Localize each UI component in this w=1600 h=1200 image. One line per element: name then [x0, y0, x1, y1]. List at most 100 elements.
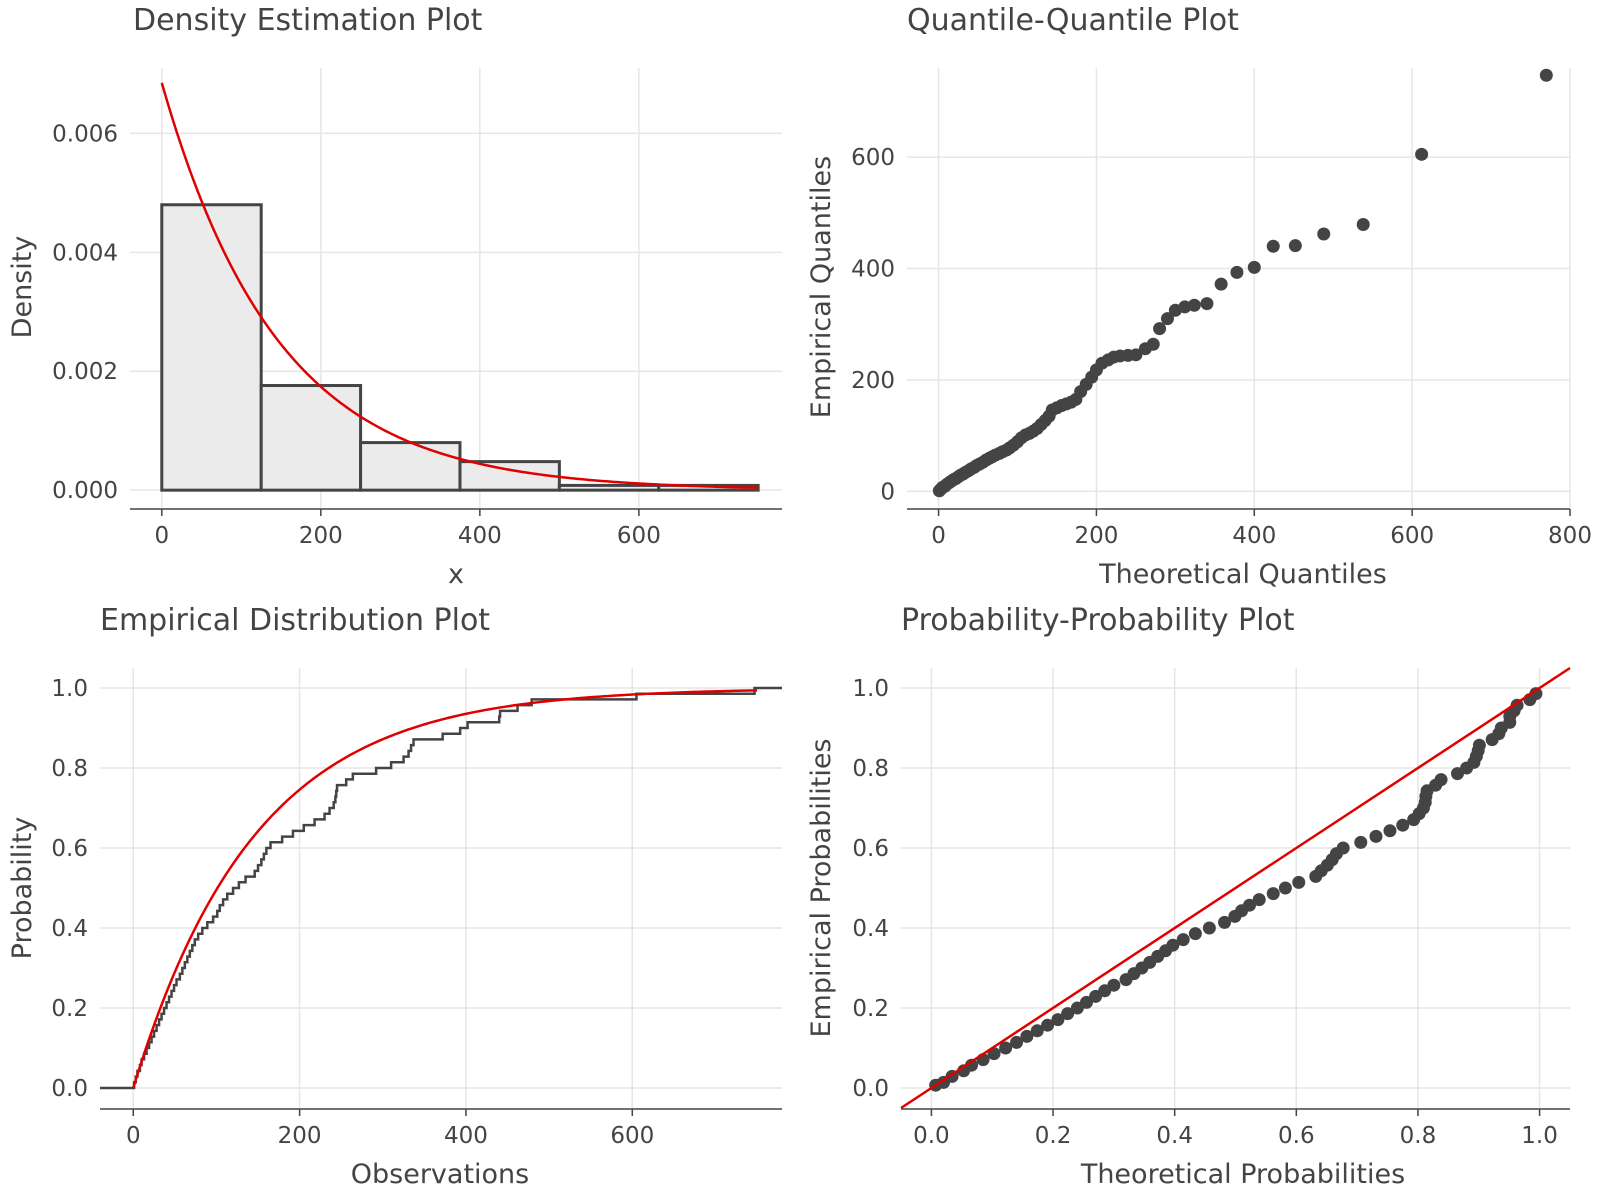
ecdf-y-tick-label: 0.8 [51, 756, 88, 782]
qq-y-tick-label: 0 [880, 479, 895, 505]
pp-ylabel: Empirical Probabilities [806, 738, 837, 1037]
ecdf-y-tick-label: 0.0 [51, 1076, 88, 1102]
pp-panel: Probability-Probability Plot Theoretical… [806, 603, 1571, 1190]
qq-point [1187, 298, 1201, 312]
ecdf-ylabel: Probability [7, 817, 38, 960]
density-histogram-bar [160, 203, 263, 492]
qq-point [1146, 337, 1160, 351]
pp-y-tick-label: 1.0 [852, 676, 889, 702]
pp-point [1434, 773, 1448, 787]
qq-y-tick-label: 200 [851, 368, 895, 394]
density-x-tick-label: 400 [458, 523, 502, 549]
density-y-tick-label: 0.002 [52, 359, 118, 385]
density-y-tick-label: 0.004 [52, 240, 118, 266]
qq-point [1247, 260, 1261, 274]
ecdf-title: Empirical Distribution Plot [100, 603, 490, 638]
pp-point [1061, 1007, 1075, 1021]
pp-point [1020, 1029, 1034, 1043]
qq-point [1356, 218, 1370, 232]
pp-point [1041, 1018, 1055, 1032]
qq-point [1214, 277, 1228, 291]
qq-point [1200, 297, 1214, 311]
pp-point [1188, 927, 1202, 941]
pp-point [1166, 938, 1180, 952]
density-fitted-curve [160, 82, 759, 490]
qq-xlabel: Theoretical Quantiles [1098, 559, 1387, 590]
pp-y-tick-label: 0.6 [852, 836, 889, 862]
ecdf-x-tick-label: 600 [610, 1123, 654, 1149]
pp-point [1107, 978, 1121, 992]
pp-xlabel: Theoretical Probabilities [1080, 1159, 1405, 1190]
ecdf-plot-area: 0 200 400 600 0.0 0.2 0.4 0.6 0.8 1.0 [51, 668, 782, 1149]
qq-x-tick-label: 0 [931, 523, 946, 549]
qq-point [1153, 322, 1167, 336]
pp-x-tick-label: 0.2 [1035, 1123, 1072, 1149]
density-x-tick-label: 0 [154, 523, 169, 549]
pp-point [999, 1041, 1013, 1055]
qq-x-tick-label: 600 [1390, 523, 1434, 549]
density-histogram-bar [359, 441, 462, 492]
ecdf-x-tick-label: 0 [126, 1123, 141, 1149]
density-histogram-bar [259, 384, 363, 492]
qq-point [1129, 348, 1143, 362]
qq-plot-area: 0 200 400 600 800 0 200 400 600 [851, 68, 1592, 549]
pp-point [1354, 835, 1368, 849]
density-x-tick-label: 600 [617, 523, 661, 549]
qq-point [1160, 312, 1174, 326]
pp-x-tick-label: 0.6 [1278, 1123, 1315, 1149]
qq-y-tick-label: 400 [851, 257, 895, 283]
ecdf-fitted-cdf-curve [132, 689, 758, 1089]
density-title: Density Estimation Plot [133, 3, 483, 38]
qq-point [1539, 68, 1553, 82]
qq-x-tick-label: 400 [1232, 523, 1276, 549]
qq-point [1317, 227, 1331, 241]
pp-point [1252, 893, 1266, 907]
pp-y-tick-label: 0.4 [852, 916, 889, 942]
pp-point [1529, 687, 1543, 701]
pp-point [1266, 887, 1280, 901]
density-histogram-bar [557, 483, 661, 492]
qq-x-tick-label: 200 [1074, 523, 1118, 549]
pp-y-tick-label: 0.2 [852, 996, 889, 1022]
qq-point [1415, 147, 1429, 161]
pp-x-tick-label: 0.8 [1400, 1123, 1437, 1149]
pp-point [1051, 1013, 1065, 1027]
pp-point [1336, 841, 1350, 855]
ecdf-y-tick-label: 0.6 [51, 836, 88, 862]
ecdf-y-tick-label: 0.4 [51, 916, 88, 942]
pp-x-tick-label: 0.0 [913, 1123, 950, 1149]
qq-point [1230, 265, 1244, 279]
pp-x-tick-label: 0.4 [1156, 1123, 1193, 1149]
pp-point [965, 1058, 979, 1072]
qq-y-tick-label: 600 [851, 145, 895, 171]
pp-point [1010, 1035, 1024, 1049]
ecdf-y-tick-label: 1.0 [51, 676, 88, 702]
pp-reference-line [900, 666, 1571, 1110]
qq-x-tick-label: 800 [1548, 523, 1592, 549]
pp-plot-area: 0.0 0.2 0.4 0.6 0.8 1.0 0.0 0.2 0.4 0.6 0.8 1.0 [852, 666, 1571, 1149]
pp-point [1292, 875, 1306, 889]
pp-point [1202, 921, 1216, 935]
qq-title: Quantile-Quantile Plot [907, 3, 1239, 38]
pp-point [1383, 824, 1397, 838]
qq-point [1266, 239, 1280, 253]
ecdf-y-tick-label: 0.2 [51, 996, 88, 1022]
pp-point [1369, 829, 1383, 843]
qq-ylabel: Empirical Quantiles [806, 156, 837, 418]
pp-point [1030, 1024, 1044, 1038]
ecdf-panel: Empirical Distribution Plot Observations… [7, 603, 782, 1190]
pp-y-tick-label: 0.0 [852, 1076, 889, 1102]
ecdf-xlabel: Observations [351, 1159, 529, 1190]
ecdf-x-tick-label: 400 [444, 1123, 488, 1149]
pp-point [1242, 898, 1256, 912]
density-y-tick-label: 0.006 [52, 121, 118, 147]
pp-x-tick-label: 1.0 [1521, 1123, 1558, 1149]
density-x-tick-label: 200 [299, 523, 343, 549]
density-xlabel: x [448, 559, 464, 590]
pp-point [1396, 818, 1410, 832]
pp-title: Probability-Probability Plot [901, 603, 1295, 638]
qq-point [1288, 239, 1302, 253]
density-ylabel: Density [7, 236, 38, 339]
pp-point [1218, 915, 1232, 929]
